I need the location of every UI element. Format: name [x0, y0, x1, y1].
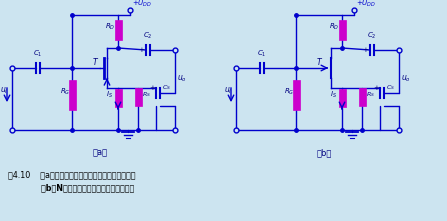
Text: +: +: [149, 85, 155, 91]
Text: $I_S$: $I_S$: [106, 90, 113, 100]
Text: $R_D$: $R_D$: [105, 22, 115, 32]
Text: +: +: [373, 85, 379, 91]
Text: $u_o$: $u_o$: [177, 73, 187, 84]
Bar: [358, 88, 366, 106]
Text: $T$: $T$: [92, 56, 99, 67]
Text: $R_S$: $R_S$: [142, 90, 151, 99]
Bar: [135, 88, 142, 106]
Text: $R_D$: $R_D$: [329, 22, 339, 32]
Text: $C_S$: $C_S$: [162, 83, 171, 92]
Text: $u_i$: $u_i$: [0, 86, 8, 97]
Bar: [338, 20, 346, 40]
Text: （b）: （b）: [316, 148, 332, 157]
Text: $C_1$: $C_1$: [33, 49, 42, 59]
Bar: [338, 89, 346, 107]
Text: （a）: （a）: [93, 148, 108, 157]
Bar: [292, 80, 299, 110]
Bar: [114, 20, 122, 40]
Text: $+U_{DD}$: $+U_{DD}$: [356, 0, 376, 9]
Text: $u_o$: $u_o$: [401, 73, 411, 84]
Text: $C_2$: $C_2$: [143, 31, 152, 41]
Text: （b）N沟道结型场效应管的自给编压电路: （b）N沟道结型场效应管的自给编压电路: [8, 183, 134, 192]
Text: $R_G$: $R_G$: [284, 87, 295, 97]
Text: $+U_{DD}$: $+U_{DD}$: [132, 0, 152, 9]
Text: $C_2$: $C_2$: [367, 31, 376, 41]
Text: +: +: [362, 47, 368, 53]
Text: $C_1$: $C_1$: [257, 49, 266, 59]
Text: $T$: $T$: [316, 56, 323, 67]
Text: $I_S$: $I_S$: [330, 90, 337, 100]
Text: 图4.10    （a）耗尽型绝缘栅场效应管的自给偏压电路: 图4.10 （a）耗尽型绝缘栅场效应管的自给偏压电路: [8, 170, 135, 179]
Bar: [114, 89, 122, 107]
Text: +: +: [138, 47, 144, 53]
Text: $R_G$: $R_G$: [60, 87, 70, 97]
Text: $R_S$: $R_S$: [366, 90, 375, 99]
Text: $u_i$: $u_i$: [224, 86, 232, 97]
Text: $C_S$: $C_S$: [386, 83, 395, 92]
Bar: [68, 80, 76, 110]
